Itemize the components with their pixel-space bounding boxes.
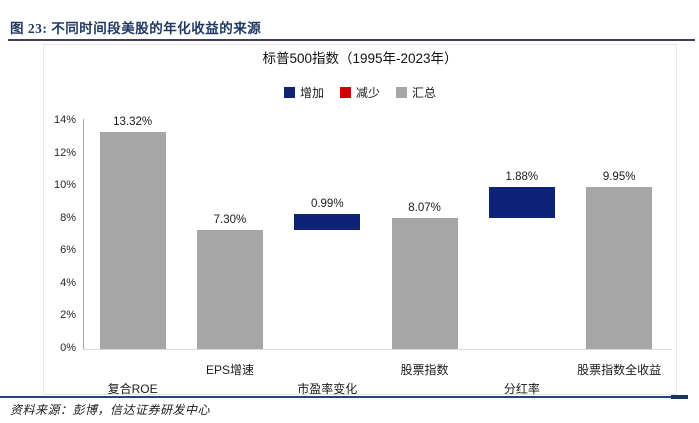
legend-item-increase: 增加 (283, 84, 324, 101)
legend-swatch-total (396, 87, 407, 98)
chart-bar-total-return (586, 186, 653, 349)
legend-item-decrease: 减少 (339, 84, 380, 101)
chart-bar-price-index (391, 217, 458, 349)
legend-item-total: 汇总 (396, 84, 436, 101)
heading-divider (8, 39, 695, 41)
chart-bar-pe-change (294, 213, 361, 231)
y-axis-tick-label: 0% (60, 342, 76, 354)
bar-value-label-eps-growth: 7.30% (213, 214, 247, 227)
y-axis-tick-label: 2% (60, 309, 76, 322)
y-axis-tick-label: 12% (53, 146, 76, 159)
x-axis-label-eps-growth: EPS增速 (205, 363, 254, 377)
chart-bar-composite-roe (99, 132, 166, 349)
x-axis-label-dividend-yield: 分红率 (503, 382, 540, 396)
legend-label-increase: 增加 (299, 86, 324, 100)
y-axis-tick-label: 6% (60, 244, 76, 257)
x-axis-label-composite-roe: 复合ROE (107, 382, 158, 396)
legend-swatch-increase (283, 87, 295, 98)
footer-divider (0, 396, 688, 398)
y-axis-tick-label: 4% (60, 276, 76, 289)
x-axis-label-pe-change: 市盈率变化 (297, 382, 358, 396)
chart-title: 标普500指数（1995年-2023年） (262, 51, 458, 66)
chart-legend: 增加 减少 汇总 (43, 84, 677, 101)
x-axis-label-total-return: 股票指数全收益 (577, 363, 662, 377)
y-axis-line (83, 119, 84, 349)
source-note: 资料来源：彭博，信达证券研发中心 (10, 403, 211, 417)
chart-bar-dividend-yield (488, 186, 555, 218)
y-axis-tick-label: 10% (53, 179, 76, 192)
bar-value-label-price-index: 8.07% (408, 201, 441, 214)
figure-heading: 图 23: 不同时间段美股的年化收益的来源 (10, 21, 262, 36)
legend-label-total: 汇总 (412, 86, 437, 100)
bar-value-label-pe-change: 0.99% (310, 197, 344, 210)
bar-value-label-total-return: 9.95% (602, 170, 636, 183)
x-axis-line (83, 349, 672, 350)
y-axis-tick-label: 14% (53, 114, 76, 126)
footer-divider-cap (671, 395, 688, 399)
bar-value-label-composite-roe: 13.32% (113, 116, 153, 129)
bar-value-label-dividend-yield: 1.88% (505, 170, 539, 183)
y-axis-tick-label: 8% (60, 211, 76, 224)
legend-swatch-decrease (339, 87, 351, 98)
x-axis-label-price-index: 股票指数 (400, 363, 449, 377)
chart-bar-eps-growth (196, 230, 263, 349)
legend-label-decrease: 减少 (355, 86, 380, 100)
